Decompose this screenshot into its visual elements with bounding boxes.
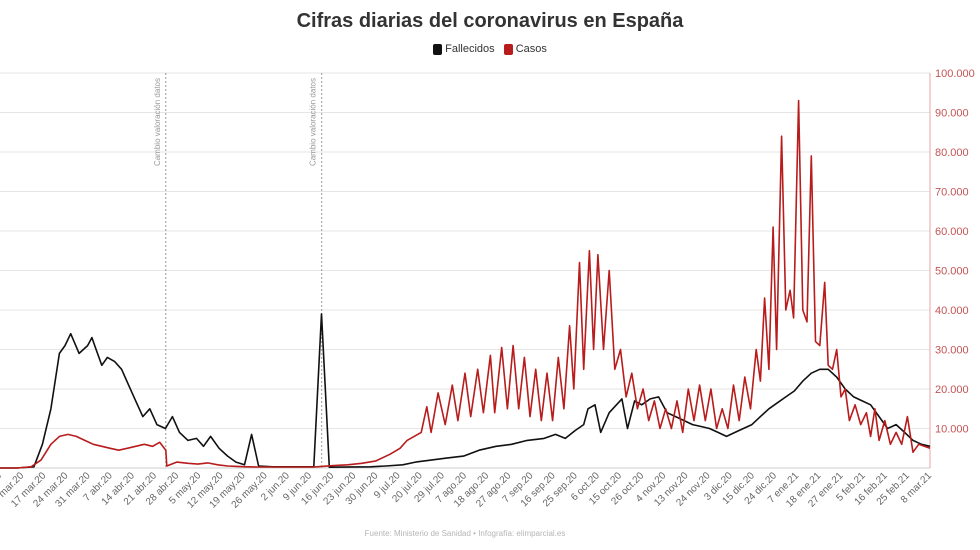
y-tick-label-right: 50.000 (935, 266, 969, 278)
chart-title: Cifras diarias del coronavirus en España (296, 10, 684, 32)
legend-label-fallecidos: Fallecidos (445, 43, 495, 55)
y-tick-label-right: 10.000 (935, 424, 969, 436)
legend-label-casos: Casos (515, 43, 547, 55)
annotation-label: Cambio valoración datos (309, 78, 318, 166)
y-tick-label-right: 80.000 (935, 147, 969, 159)
legend-swatch-casos (503, 43, 513, 55)
series-line-casos (0, 99, 931, 469)
y-tick-label-right: 60.000 (935, 226, 969, 238)
y-tick-label-right: 20.000 (935, 384, 969, 396)
y-tick-label-right: 90.000 (935, 108, 969, 120)
y-tick-label-right: 40.000 (935, 305, 969, 317)
source-footer: Fuente: Ministerio de Sanidad • Infograf… (364, 529, 566, 538)
annotation-label: Cambio valoración datos (153, 78, 162, 166)
y-tick-label-right: 30.000 (935, 345, 969, 357)
series-line-fallecidos (0, 313, 931, 469)
chart-legend: Fallecidos Casos (0, 43, 980, 58)
y-tick-label-right: 100.000 (935, 68, 975, 80)
legend-item-fallecidos[interactable]: Fallecidos (433, 43, 495, 55)
y-tick-label-right: 70.000 (935, 187, 969, 199)
legend-swatch-fallecidos (433, 43, 443, 55)
legend-item-casos[interactable]: Casos (503, 43, 547, 55)
